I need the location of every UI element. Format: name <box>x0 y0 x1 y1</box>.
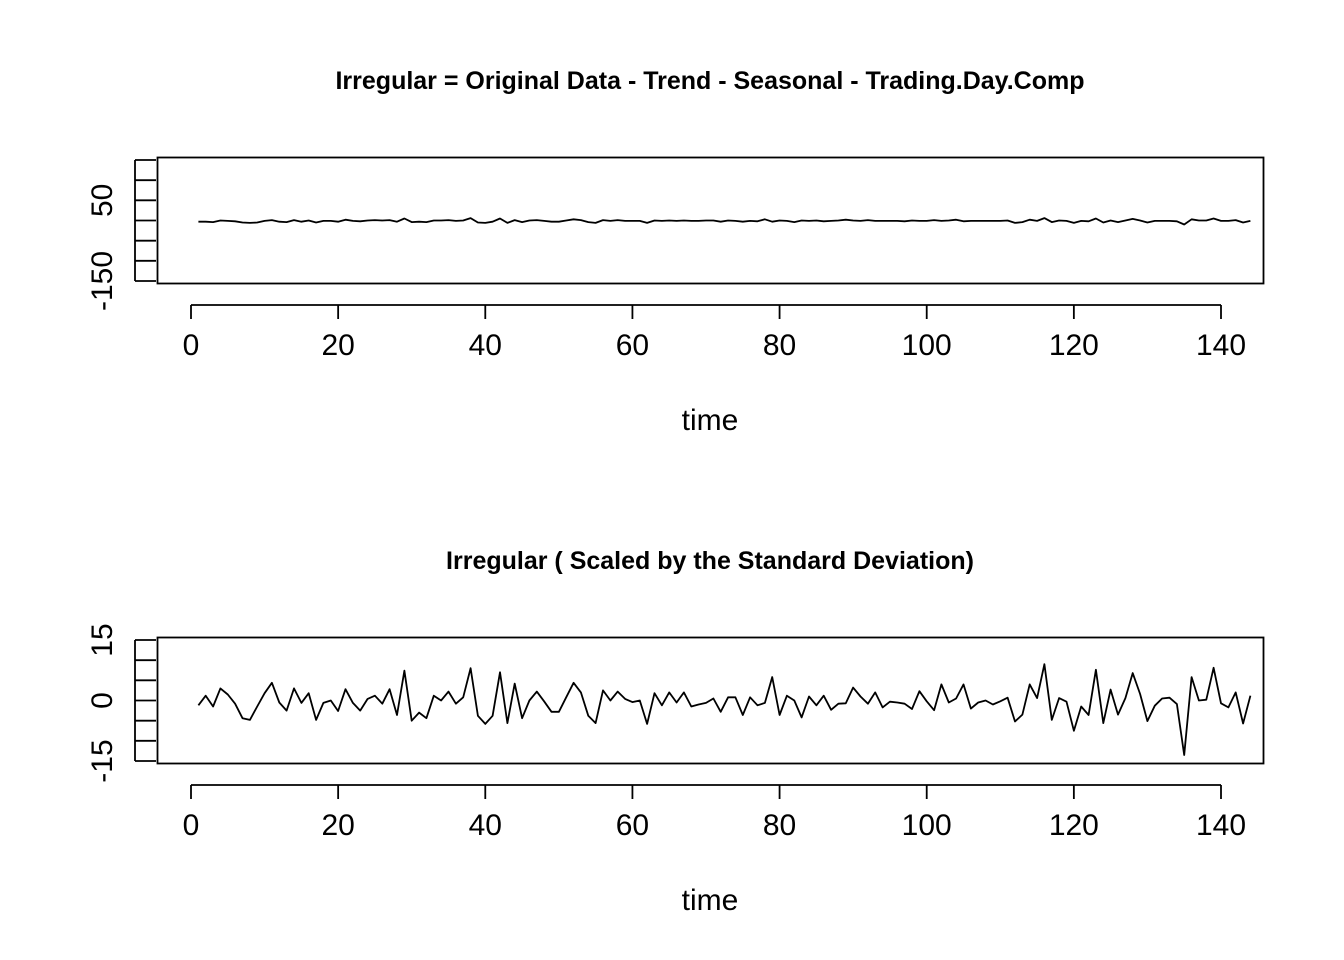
panel-bottom: Irregular ( Scaled by the Standard Devia… <box>86 547 1265 917</box>
chart-title-top: Irregular = Original Data - Trend - Seas… <box>335 67 1084 95</box>
x-tick-label: 40 <box>469 329 502 362</box>
x-tick-label: 0 <box>183 809 200 842</box>
x-tick-label: 40 <box>469 809 502 842</box>
x-axis-bottom: 0 20 40 60 80 100 120 140 <box>183 784 1246 842</box>
x-tick-label: 80 <box>763 329 796 362</box>
x-axis-label-bottom: time <box>682 884 739 917</box>
x-tick-label: 140 <box>1196 329 1246 362</box>
y-tick-label: 0 <box>86 692 119 709</box>
panel-top: Irregular = Original Data - Trend - Seas… <box>86 67 1265 437</box>
x-tick-label: 120 <box>1049 809 1099 842</box>
series-line-top <box>198 217 1251 226</box>
x-tick-label: 60 <box>616 329 649 362</box>
y-tick-label: 50 <box>86 184 119 217</box>
chart-title-bottom: Irregular ( Scaled by the Standard Devia… <box>446 547 974 575</box>
x-tick-label: 20 <box>321 329 354 362</box>
x-tick-label: 100 <box>902 329 952 362</box>
plot-box-bottom <box>156 636 1265 765</box>
x-axis-top: 0 20 40 60 80 100 120 140 <box>183 304 1246 362</box>
x-tick-label: 60 <box>616 809 649 842</box>
x-tick-label: 20 <box>321 809 354 842</box>
y-tick-label: -15 <box>86 739 119 782</box>
plot-box-top <box>156 156 1265 285</box>
x-tick-label: 100 <box>902 809 952 842</box>
x-tick-label: 120 <box>1049 329 1099 362</box>
y-tick-label: 15 <box>86 623 119 656</box>
y-axis-bottom: -15 0 15 <box>86 623 156 783</box>
series-line-bottom <box>197 663 1252 756</box>
x-tick-label: 140 <box>1196 809 1246 842</box>
y-tick-label: -150 <box>86 251 119 311</box>
x-axis-label-top: time <box>682 404 739 437</box>
x-tick-label: 0 <box>183 329 200 362</box>
y-axis-top: -150 50 <box>86 159 156 311</box>
x-tick-label: 80 <box>763 809 796 842</box>
